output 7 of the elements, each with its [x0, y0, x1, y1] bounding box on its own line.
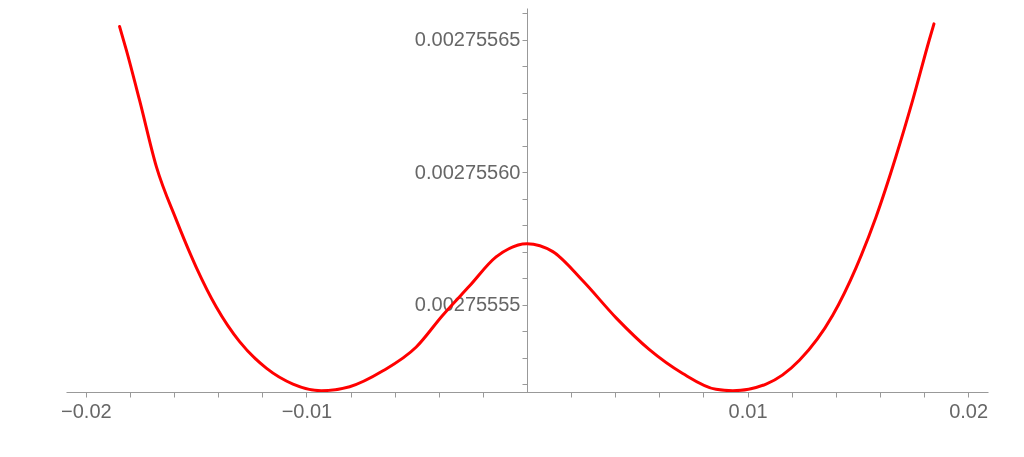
line-series [118, 22, 936, 392]
x-tick-label: 0.02 [949, 399, 989, 422]
x-tick-label: −0.02 [61, 399, 112, 422]
x-tick-label: −0.01 [281, 399, 333, 422]
y-tick-label: 0.00275565 [414, 28, 521, 51]
y-tick-label: 0.00275560 [414, 160, 521, 183]
x-tick-label: 0.01 [728, 399, 768, 422]
